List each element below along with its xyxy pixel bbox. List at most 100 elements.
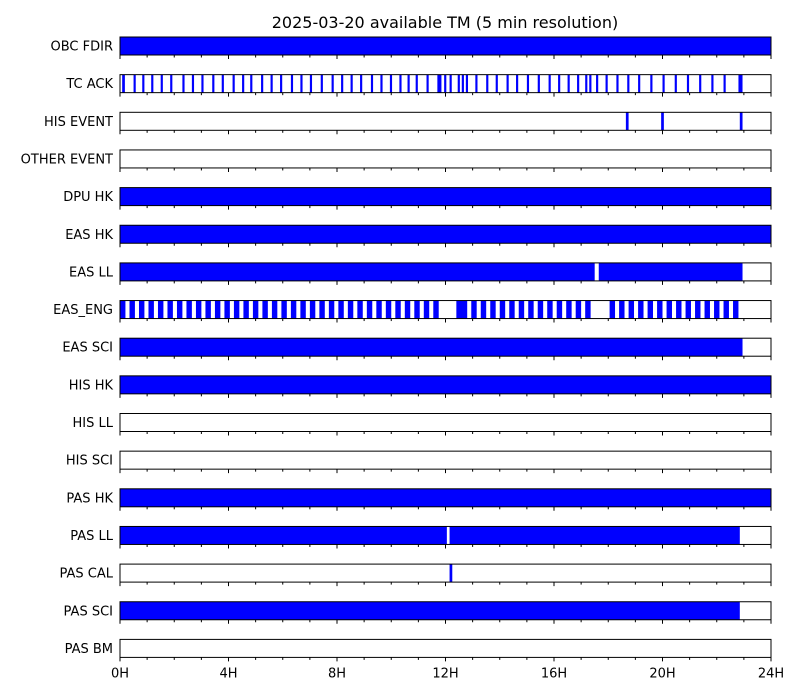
availability-bar [676, 300, 682, 319]
availability-bar [516, 74, 519, 93]
availability-bar [300, 300, 306, 319]
row-label: PAS HK [66, 491, 113, 506]
x-tick-label: 4H [219, 666, 237, 681]
availability-bar [214, 300, 221, 319]
availability-bar [628, 300, 635, 319]
availability-bar [120, 338, 743, 357]
availability-bar [395, 300, 401, 319]
availability-bar [627, 74, 630, 93]
availability-bar [133, 74, 136, 93]
row-label: PAS SCI [64, 604, 113, 619]
availability-bar [547, 300, 553, 319]
availability-bar [252, 300, 259, 319]
timeline-row: PAS LL [70, 525, 772, 549]
timeline-row: PAS HK [66, 488, 772, 511]
availability-bar [142, 74, 145, 93]
availability-bar [526, 74, 530, 93]
availability-bar [605, 74, 608, 93]
availability-bar [619, 300, 625, 319]
timeline-rows: OBC FDIR TC ACK HIS EVENT OTHER EVENT DPU HK… [21, 36, 772, 662]
availability-bar [262, 300, 268, 319]
availability-bar [407, 74, 410, 93]
availability-bar [331, 74, 334, 93]
availability-bar [518, 300, 525, 319]
availability-bar [148, 300, 154, 319]
timeline-row: DPU HK [63, 187, 772, 210]
availability-bar [585, 74, 588, 93]
x-tick-label: 24H [758, 666, 784, 681]
availability-bar [686, 74, 690, 93]
timeline-row: EAS HK [65, 224, 772, 248]
availability-bar [242, 74, 245, 93]
availability-bar [357, 300, 363, 319]
availability-bar [558, 74, 561, 93]
availability-bar [465, 74, 469, 93]
timeline-row: HIS HK [69, 375, 772, 398]
availability-bar [662, 74, 665, 93]
availability-bar [486, 74, 489, 93]
row-label: OTHER EVENT [21, 152, 113, 167]
row-label: DPU HK [63, 190, 113, 205]
availability-bar [404, 300, 411, 319]
availability-bar [426, 74, 429, 93]
x-tick-label: 0H [111, 666, 129, 681]
availability-bar [280, 74, 283, 93]
availability-bar [490, 300, 496, 319]
availability-bar [138, 300, 145, 319]
row-label: EAS LL [69, 265, 114, 280]
availability-bar [528, 300, 534, 319]
availability-bar [380, 74, 383, 93]
row-frame [119, 149, 772, 169]
availability-bar [122, 74, 125, 93]
availability-bar [170, 74, 173, 93]
availability-bar [711, 74, 714, 93]
availability-bar [723, 74, 726, 93]
availability-bar [195, 300, 202, 319]
availability-bar [347, 300, 354, 319]
x-tick-label: 12H [432, 666, 458, 681]
availability-bar [661, 112, 664, 131]
availability-bar [733, 300, 739, 319]
availability-bar [625, 112, 629, 131]
availability-bar [475, 74, 478, 93]
availability-bar [567, 74, 570, 93]
timeline-row: HIS SCI [66, 450, 772, 474]
availability-bar [151, 74, 154, 93]
availability-bar [120, 300, 126, 319]
chart-title: 2025-03-20 available TM (5 min resolutio… [272, 13, 618, 32]
availability-bar [120, 262, 595, 281]
availability-bar [167, 300, 173, 319]
availability-bar [638, 74, 641, 93]
availability-bar [414, 300, 420, 319]
availability-bar [506, 74, 509, 93]
availability-bar [309, 300, 316, 319]
availability-bar [370, 74, 374, 93]
timeline-row: OBC FDIR [51, 36, 772, 59]
row-label: HIS LL [73, 416, 114, 431]
availability-bar [186, 300, 192, 319]
row-label: HIS SCI [66, 454, 113, 469]
row-label: TC ACK [65, 77, 113, 92]
availability-bar [480, 300, 487, 319]
timeline-row: EAS SCI [62, 337, 772, 361]
availability-bar [320, 74, 323, 93]
availability-bar [376, 300, 382, 319]
availability-bar [471, 300, 477, 319]
availability-bar [457, 74, 460, 93]
availability-bar [666, 300, 672, 319]
x-axis: 0H 4H 8H 12H 16H 20H 24H [111, 666, 784, 681]
availability-bar [385, 300, 392, 319]
availability-bar [699, 74, 702, 93]
availability-bar [290, 74, 294, 93]
availability-bar [338, 300, 344, 319]
availability-bar [366, 300, 373, 319]
x-tick-label: 8H [328, 666, 346, 681]
row-frame [119, 563, 772, 583]
availability-bar [537, 300, 544, 319]
availability-bar [160, 74, 163, 93]
availability-bar [695, 300, 701, 319]
availability-bar [201, 74, 204, 93]
timeline-row: HIS EVENT [44, 111, 772, 135]
availability-bar [399, 74, 402, 93]
